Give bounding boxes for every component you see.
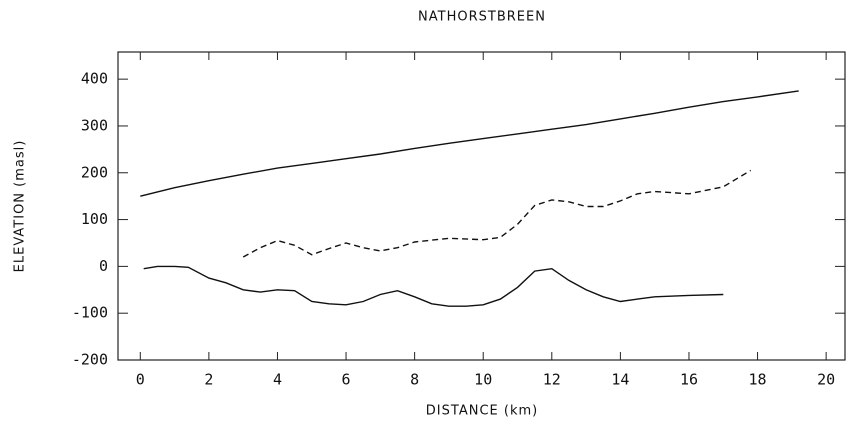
x-tick-label: 12 [543, 371, 561, 389]
y-tick-label: -200 [72, 351, 108, 369]
plot-frame [117, 51, 846, 361]
y-tick-label: -100 [72, 304, 108, 322]
x-tick-label: 4 [273, 371, 282, 389]
y-tick-label: 400 [81, 70, 108, 88]
y-tick-label: 300 [81, 116, 108, 134]
x-tick-label: 2 [204, 371, 213, 389]
y-tick-label: 100 [81, 210, 108, 228]
y-tick-label: 0 [99, 257, 108, 275]
x-tick-label: 20 [817, 371, 835, 389]
x-tick-label: 0 [136, 371, 145, 389]
x-tick-label: 8 [410, 371, 419, 389]
x-tick-label: 14 [611, 371, 629, 389]
x-tick-label: 6 [342, 371, 351, 389]
chart-title: NATHORSTBREEN [418, 10, 546, 25]
y-axis-label: ELEVATION (masl) [13, 140, 28, 273]
x-axis-label: DISTANCE (km) [426, 404, 538, 419]
dashed-line [242, 169, 752, 258]
profile-line [143, 265, 724, 307]
x-tick-label: 18 [749, 371, 767, 389]
y-tick-label: 200 [81, 163, 108, 181]
x-tick-label: 10 [474, 371, 492, 389]
profile-line [140, 90, 799, 197]
x-tick-label: 16 [680, 371, 698, 389]
